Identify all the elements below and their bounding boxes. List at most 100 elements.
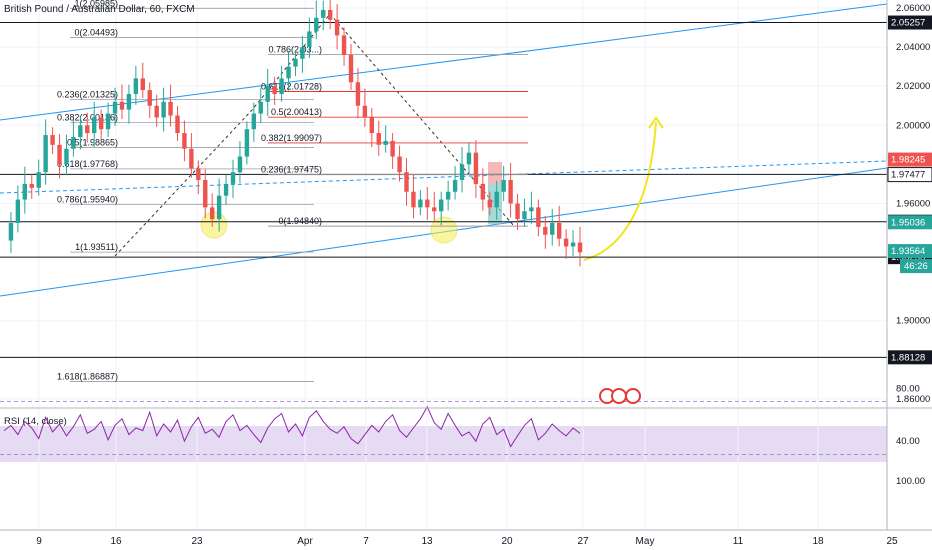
candle-body[interactable] (182, 133, 187, 149)
candle-body[interactable] (355, 82, 361, 106)
price-axis[interactable]: 2.06000 2.04000 2.02000 2.00000 1.96000 1.900… (887, 3, 932, 487)
candle-body[interactable] (432, 207, 437, 212)
candle-body[interactable] (563, 238, 569, 247)
candle-body[interactable] (404, 172, 409, 192)
candle-body[interactable] (418, 199, 423, 208)
candle-body[interactable] (244, 129, 250, 157)
candle-body[interactable] (529, 207, 534, 212)
candle-body[interactable] (556, 223, 562, 239)
candle-body[interactable] (147, 90, 152, 106)
candle-body[interactable] (515, 203, 520, 220)
candle-body[interactable] (64, 148, 69, 165)
candle-body[interactable] (411, 191, 416, 208)
rsi-line[interactable] (3, 405, 581, 448)
candle-body[interactable] (71, 137, 76, 149)
event-icons[interactable] (599, 388, 641, 404)
candle-body[interactable] (168, 101, 173, 116)
candle-body[interactable] (258, 101, 263, 114)
candle-body[interactable] (307, 31, 312, 48)
candle-body[interactable] (480, 183, 486, 200)
y-tick-label: 1.90000 (896, 316, 930, 327)
candle-body[interactable] (550, 223, 555, 235)
candle-body[interactable] (466, 152, 472, 165)
candle-body[interactable] (570, 242, 576, 247)
candle-body[interactable] (279, 78, 284, 95)
candle-body[interactable] (265, 86, 270, 102)
level-price-tag (888, 350, 932, 365)
candle-body[interactable] (508, 180, 513, 204)
candle-body[interactable] (196, 168, 201, 181)
candle-body[interactable] (383, 140, 388, 145)
candle-body[interactable] (126, 94, 132, 110)
candle-body[interactable] (230, 172, 236, 184)
candle-body[interactable] (341, 35, 347, 55)
candle-body[interactable] (189, 148, 194, 169)
candle-body[interactable] (334, 19, 340, 36)
candle-body[interactable] (140, 78, 145, 91)
candle-body[interactable] (397, 156, 402, 173)
candle-body[interactable] (327, 9, 333, 20)
time-axis[interactable]: 9 16 23 Apr 7 13 20 27 May 11 18 25 (36, 536, 898, 547)
candle-body[interactable] (390, 140, 395, 157)
candle-body[interactable] (536, 207, 541, 227)
candle-body[interactable] (78, 125, 83, 138)
candle-body[interactable] (362, 105, 368, 118)
candle-body[interactable] (85, 125, 90, 134)
candle-body[interactable] (321, 9, 326, 18)
highlight-circle-right[interactable] (430, 216, 458, 244)
rsi-tick-label: 40.00 (896, 436, 920, 447)
candle-body[interactable] (369, 117, 375, 134)
candle-body[interactable] (92, 117, 97, 134)
candle-body[interactable] (216, 195, 222, 220)
candle-body[interactable] (487, 199, 492, 208)
candle-body[interactable] (22, 183, 28, 200)
fib-label-left: 1.618(1.86887) (57, 372, 118, 382)
candle-body[interactable] (203, 180, 208, 208)
candle-body[interactable] (376, 133, 381, 145)
candle-body[interactable] (133, 78, 139, 95)
candle-body[interactable] (501, 180, 506, 192)
candle-body[interactable] (522, 211, 527, 220)
candle-body[interactable] (209, 207, 215, 220)
candle-body[interactable] (105, 113, 111, 130)
candle-body[interactable] (8, 223, 14, 241)
candle-body[interactable] (112, 101, 118, 114)
candle-body[interactable] (445, 191, 451, 200)
candle-body[interactable] (251, 113, 257, 130)
candle-body[interactable] (348, 54, 354, 83)
candle-body[interactable] (577, 242, 583, 253)
flag-icon[interactable] (611, 388, 627, 404)
dashed-trendline[interactable] (0, 160, 888, 194)
candle-body[interactable] (223, 183, 229, 196)
candle-body[interactable] (175, 115, 180, 134)
candle-body[interactable] (543, 226, 548, 235)
candle-body[interactable] (452, 180, 458, 192)
candle-body[interactable] (98, 117, 104, 130)
risk-box[interactable] (488, 162, 502, 184)
candle-body[interactable] (57, 144, 62, 165)
candle-body[interactable] (36, 172, 41, 188)
candle-body[interactable] (293, 58, 298, 67)
candle-body[interactable] (43, 135, 48, 173)
candle-body[interactable] (50, 135, 55, 145)
candle-body[interactable] (439, 199, 444, 212)
candle-body[interactable] (494, 191, 499, 208)
price-tag-label: 1.93564 (891, 246, 925, 257)
candle-body[interactable] (314, 17, 319, 32)
candle-body[interactable] (473, 152, 479, 184)
candle-body[interactable] (300, 47, 305, 59)
zigzag-line[interactable] (114, 13, 515, 257)
candle-body[interactable] (119, 101, 125, 110)
candle-body[interactable] (459, 164, 465, 181)
candle-body[interactable] (15, 199, 21, 224)
candle-body[interactable] (286, 66, 291, 79)
candle-body[interactable] (154, 105, 159, 118)
candle-body[interactable] (272, 86, 277, 95)
candle-body[interactable] (29, 183, 34, 188)
flag-icon[interactable] (625, 388, 641, 404)
candle-body[interactable] (237, 156, 243, 173)
candle-body[interactable] (161, 101, 166, 118)
projection-arrow[interactable] (583, 121, 657, 261)
candle-body[interactable] (425, 199, 430, 208)
